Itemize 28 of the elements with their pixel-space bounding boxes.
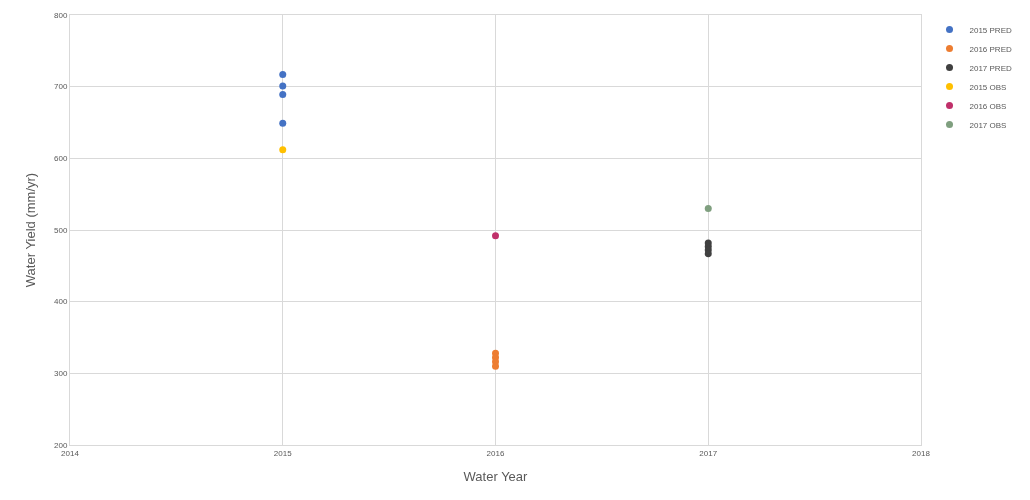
- point: [279, 82, 287, 90]
- y-axis-title: Water Yield (mm/yr): [22, 172, 38, 288]
- point: [279, 70, 287, 78]
- point: [279, 146, 287, 154]
- y-tick-label: 800: [54, 10, 68, 20]
- x-tick-label: 2015: [273, 448, 293, 458]
- legend-label: 2015 OBS: [969, 82, 1007, 92]
- y-tick-label: 500: [54, 225, 68, 235]
- legend-label: 2017 PRED: [969, 63, 1012, 73]
- x-tick-label: 2018: [912, 448, 931, 458]
- y-tick-label: 400: [54, 297, 68, 307]
- point: [279, 119, 287, 127]
- legend-label: 2016 OBS: [969, 101, 1007, 111]
- y-tick-label: 600: [54, 154, 68, 164]
- x-axis-title: Water Year: [463, 469, 529, 485]
- x-tick-label: 2016: [486, 448, 505, 458]
- y-tick-label: 200: [54, 440, 68, 450]
- x-tick-label: 2014: [61, 448, 80, 458]
- x-tick-label: 2017: [699, 448, 718, 458]
- y-tick-label: 700: [54, 82, 68, 92]
- point: [492, 232, 499, 240]
- point: [704, 205, 712, 212]
- legend-label: 2017 OBS: [969, 120, 1007, 130]
- legend-label: 2015 PRED: [969, 25, 1012, 35]
- legend-label: 2016 PRED: [969, 44, 1012, 54]
- point: [279, 91, 287, 99]
- y-tick-label: 300: [54, 369, 68, 379]
- point: [704, 250, 712, 258]
